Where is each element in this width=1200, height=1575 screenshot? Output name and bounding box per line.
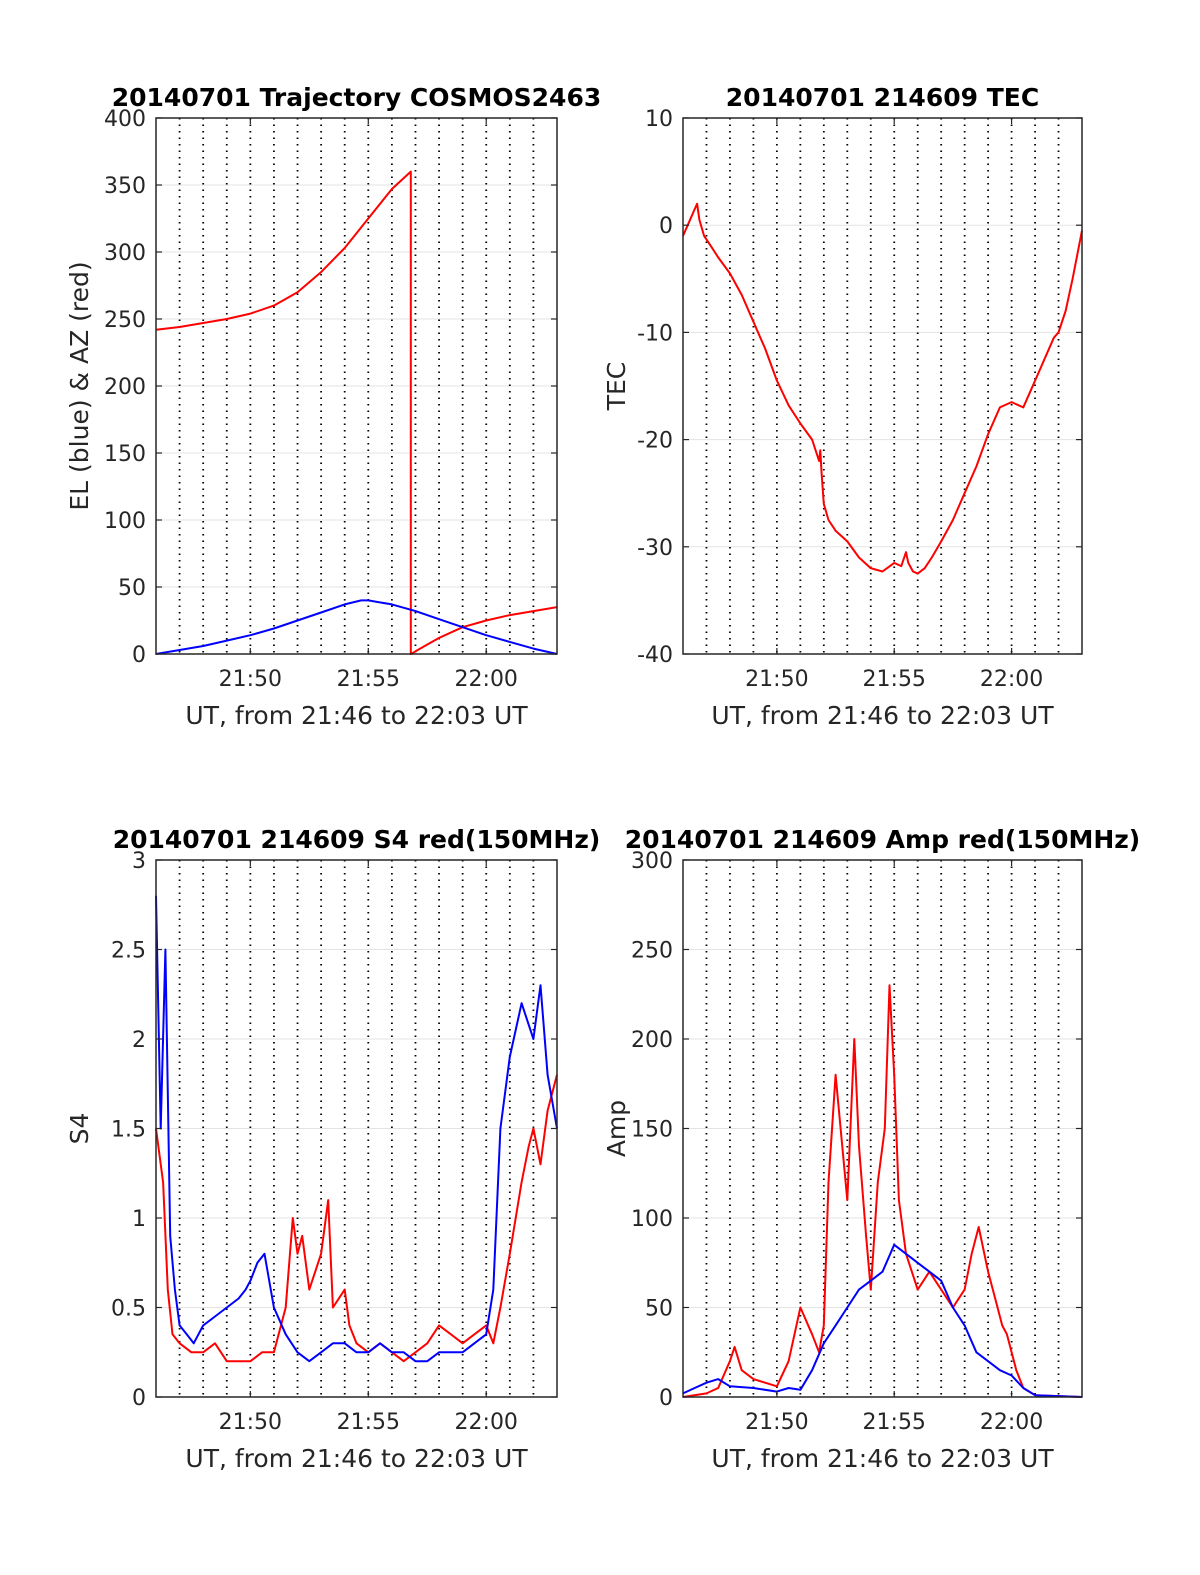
tec-ytick-label-5: 10 [645,107,673,132]
s4-title: 20140701 214609 S4 red(150MHz) [113,825,601,854]
s4-xtick-label-1: 21:55 [337,1410,400,1435]
trajectory-ytick-label-2: 100 [104,509,146,534]
trajectory-ytick-label-6: 300 [104,241,146,266]
amp-panel: 0 50 100 150 200 250 300 21:50 21:55 22:00 2014070… [602,825,1140,1473]
trajectory-series-1 [155,599,558,655]
s4-xtick-label-2: 22:00 [455,1410,518,1435]
trajectory-series-0 [155,170,558,655]
trajectory-ytick-label-0: 0 [132,643,146,668]
trajectory-panel: 0 50 100 150 200 250 300 350 400 21:50 21:55 22:00 2… [65,83,601,730]
tec-xtick-label-0: 21:50 [745,667,808,692]
amp-ytick-label-1: 50 [645,1297,673,1322]
amp-xtick-label-1: 21:55 [863,1410,926,1435]
s4-ytick-label-5: 2.5 [111,939,146,964]
trajectory-ytick-label-4: 200 [104,375,146,400]
s4-ytick-label-0: 0 [132,1386,146,1411]
amp-xtick-label-0: 21:50 [745,1410,808,1435]
tec-ytick-label-2: -20 [637,429,673,454]
tec-xtick-label-2: 22:00 [980,667,1043,692]
s4-ytick-label-4: 2 [132,1028,146,1053]
s4-ylabel: S4 [65,1113,94,1145]
trajectory-ytick-label-8: 400 [104,107,146,132]
amp-ytick-label-5: 250 [631,939,673,964]
amp-ytick-label-2: 100 [631,1207,673,1232]
tec-panel: -40 -30 -20 -10 0 10 21:50 21:55 22:00 20140701 2… [602,83,1083,730]
amp-series-1 [682,1243,1083,1398]
trajectory-ytick-label-3: 150 [104,442,146,467]
s4-ytick-label-1: 0.5 [111,1297,146,1322]
trajectory-xtick-label-2: 22:00 [455,667,518,692]
tec-ylabel: TEC [602,362,631,412]
trajectory-xtick-label-1: 21:55 [337,667,400,692]
tec-title: 20140701 214609 TEC [726,83,1039,112]
tec-xtick-label-1: 21:55 [863,667,926,692]
trajectory-xlabel: UT, from 21:46 to 22:03 UT [185,701,528,730]
amp-series-0 [682,984,1083,1398]
s4-xtick-label-0: 21:50 [219,1410,282,1435]
amp-xlabel: UT, from 21:46 to 22:03 UT [711,1444,1054,1473]
s4-panel: 0 0.5 1 1.5 2 2.5 3 21:50 21:55 22:00 20140701 214… [65,825,600,1473]
tec-ytick-label-3: -10 [637,321,673,346]
tec-series-0 [682,202,1083,575]
s4-ytick-label-2: 1 [132,1207,146,1232]
trajectory-xtick-label-0: 21:50 [219,667,282,692]
s4-ytick-label-6: 3 [132,849,146,874]
trajectory-ytick-label-7: 350 [104,174,146,199]
tec-ytick-label-1: -30 [637,536,673,561]
trajectory-title: 20140701 Trajectory COSMOS2463 [112,83,602,112]
s4-ytick-label-3: 1.5 [111,1118,146,1143]
tec-axes-box [682,117,1083,655]
tec-xlabel: UT, from 21:46 to 22:03 UT [711,701,1054,730]
amp-ytick-label-3: 150 [631,1118,673,1143]
amp-ytick-label-0: 0 [659,1386,673,1411]
amp-ylabel: Amp [602,1100,631,1157]
amp-ytick-label-4: 200 [631,1028,673,1053]
trajectory-ylabel: EL (blue) & AZ (red) [65,261,94,510]
trajectory-ytick-label-1: 50 [118,576,146,601]
tec-ytick-label-4: 0 [659,214,673,239]
amp-ytick-label-6: 300 [631,849,673,874]
trajectory-ytick-label-5: 250 [104,308,146,333]
s4-series-0 [155,1074,558,1363]
s4-xlabel: UT, from 21:46 to 22:03 UT [185,1444,528,1473]
amp-xtick-label-2: 22:00 [980,1410,1043,1435]
s4-series-1 [155,895,558,1363]
amp-title: 20140701 214609 Amp red(150MHz) [625,825,1141,854]
tec-ytick-label-0: -40 [637,643,673,668]
